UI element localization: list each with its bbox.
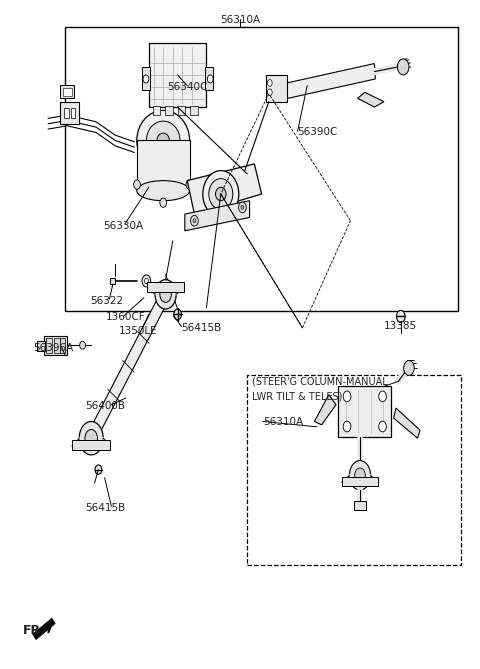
Circle shape [143,75,149,83]
Text: 1350LE: 1350LE [119,326,157,336]
Circle shape [133,180,140,189]
Text: (STEER'G COLUMN-MANUAL: (STEER'G COLUMN-MANUAL [252,377,388,387]
Circle shape [397,59,409,75]
Text: 56400B: 56400B [85,401,125,411]
Circle shape [343,421,351,432]
Bar [110,278,115,284]
Bar [60,85,74,98]
Circle shape [160,286,171,302]
Text: 56330A: 56330A [103,221,144,231]
Bar [46,338,52,353]
Circle shape [95,465,102,474]
Circle shape [379,421,386,432]
Text: LWR TILT & TELES): LWR TILT & TELES) [252,391,342,401]
Circle shape [239,202,246,213]
Bar [60,338,65,353]
Circle shape [267,80,272,86]
Bar [153,106,160,115]
Ellipse shape [137,181,190,201]
Text: 56310A: 56310A [263,417,303,427]
Bar [149,43,206,107]
Circle shape [159,293,163,298]
Polygon shape [269,64,375,102]
Text: 56415B: 56415B [85,503,126,513]
Circle shape [404,361,414,375]
Circle shape [85,429,97,447]
Bar [338,387,391,437]
Circle shape [80,341,85,349]
Circle shape [142,275,151,287]
Ellipse shape [157,133,169,148]
Text: 1360CF: 1360CF [106,312,145,322]
Bar [190,106,198,115]
Ellipse shape [146,121,180,160]
Circle shape [191,215,198,226]
Circle shape [207,75,213,83]
Bar [63,88,72,96]
Text: 56322: 56322 [90,296,123,306]
Bar [65,27,458,311]
Polygon shape [185,201,250,231]
Bar [354,500,366,510]
Polygon shape [394,408,420,438]
Circle shape [193,219,196,223]
Ellipse shape [216,187,226,201]
Circle shape [155,280,176,309]
Bar [266,75,287,102]
Circle shape [160,198,167,207]
Polygon shape [33,618,55,640]
Circle shape [379,391,386,401]
Circle shape [79,421,103,455]
Text: 13385: 13385 [384,321,418,331]
Bar [71,108,75,118]
Bar [165,106,173,115]
Polygon shape [358,92,384,107]
Text: FR.: FR. [23,624,46,638]
Circle shape [355,468,365,483]
Bar [205,67,213,90]
Text: 56396A: 56396A [34,343,74,353]
Text: 56310A: 56310A [220,15,260,25]
Circle shape [343,391,351,401]
Circle shape [186,180,193,189]
Bar [178,106,185,115]
Polygon shape [314,395,336,425]
Bar [72,440,110,450]
Bar [247,375,461,565]
Text: 56340C: 56340C [167,82,207,92]
Circle shape [156,290,165,302]
Bar [147,282,184,292]
Ellipse shape [137,110,190,171]
Bar [54,338,60,353]
Ellipse shape [209,179,233,209]
Circle shape [174,309,181,320]
Circle shape [267,89,272,96]
Polygon shape [87,290,169,442]
Bar [342,478,378,486]
Bar [142,67,150,90]
Ellipse shape [203,171,239,217]
Polygon shape [137,140,190,191]
Circle shape [144,278,148,284]
Circle shape [241,205,244,209]
Text: 56390C: 56390C [298,127,338,137]
Bar [44,336,67,355]
Bar [64,108,69,118]
Text: 56415B: 56415B [181,323,222,333]
Bar [37,341,45,351]
Polygon shape [187,164,262,214]
Circle shape [396,310,405,322]
Bar [60,102,79,124]
Circle shape [349,460,371,490]
